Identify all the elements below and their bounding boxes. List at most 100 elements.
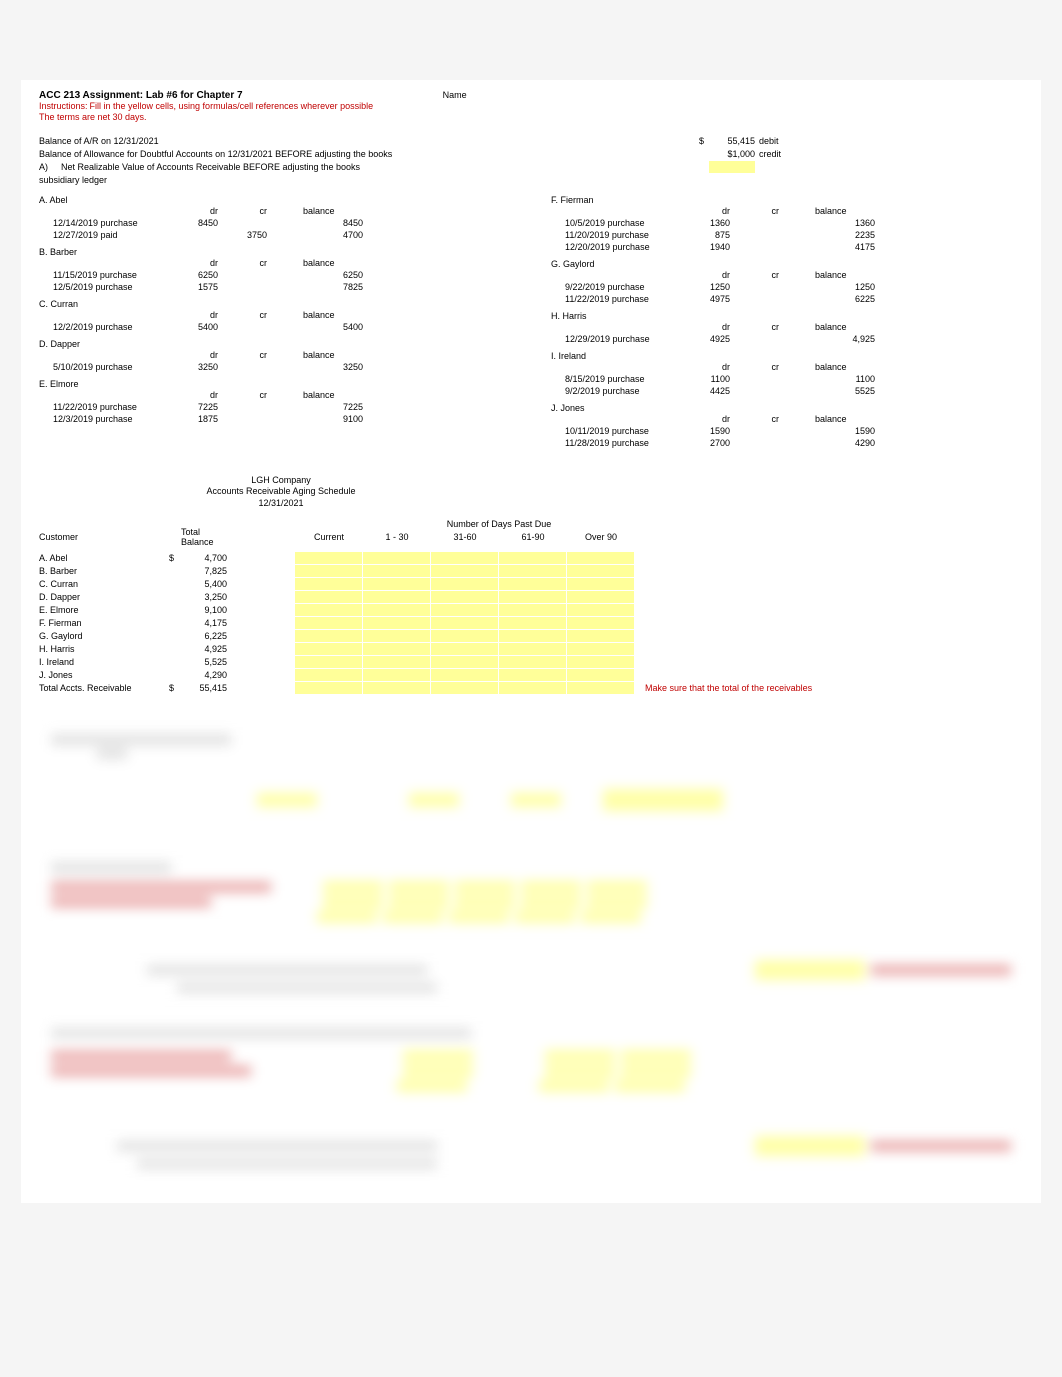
col-dr: dr xyxy=(163,258,218,268)
aging-1-30-cell[interactable] xyxy=(363,656,431,668)
tx-balance: 3250 xyxy=(303,362,363,372)
aging-1-30-cell[interactable] xyxy=(363,669,431,681)
aging-1-30-cell[interactable] xyxy=(363,617,431,629)
ar-balance-label: Balance of A/R on 12/31/2021 xyxy=(39,136,519,146)
aging-1-30-cell[interactable] xyxy=(363,630,431,642)
customer-account: J. Jonesdrcrbalance10/11/2019 purchase15… xyxy=(551,403,1023,449)
aging-31-60-cell[interactable] xyxy=(431,643,499,655)
aging-over-90-cell[interactable] xyxy=(567,669,635,681)
aging-over-90-cell[interactable] xyxy=(567,591,635,603)
aging-61-90-cell[interactable] xyxy=(499,604,567,616)
total-1-30-cell[interactable] xyxy=(363,682,431,694)
tx-debit: 1940 xyxy=(675,242,730,252)
col-61-90: 61-90 xyxy=(499,532,567,542)
aging-over-90-cell[interactable] xyxy=(567,656,635,668)
total-balance: 55,415 xyxy=(181,683,231,693)
aging-61-90-cell[interactable] xyxy=(499,643,567,655)
aging-over-90-cell[interactable] xyxy=(567,630,635,642)
aging-31-60-cell[interactable] xyxy=(431,656,499,668)
tx-balance: 5525 xyxy=(815,386,875,396)
tx-balance: 2235 xyxy=(815,230,875,240)
ledger-transaction-row: 12/20/2019 purchase19404175 xyxy=(551,241,1023,253)
ledger-transaction-row: 5/10/2019 purchase32503250 xyxy=(39,361,511,373)
tx-description: 5/10/2019 purchase xyxy=(53,362,163,372)
allowance-unit: credit xyxy=(759,149,799,159)
aging-61-90-cell[interactable] xyxy=(499,578,567,590)
nrv-input-cell[interactable] xyxy=(709,161,755,173)
col-dr: dr xyxy=(163,206,218,216)
aging-current-cell[interactable] xyxy=(295,669,363,681)
tx-description: 9/2/2019 purchase xyxy=(565,386,675,396)
aging-current-cell[interactable] xyxy=(295,643,363,655)
aging-31-60-cell[interactable] xyxy=(431,604,499,616)
aging-31-60-cell[interactable] xyxy=(431,669,499,681)
tx-balance: 6250 xyxy=(303,270,363,280)
aging-1-30-cell[interactable] xyxy=(363,552,431,564)
aging-note: Make sure that the total of the receivab… xyxy=(645,683,812,693)
aging-over-90-cell[interactable] xyxy=(567,617,635,629)
aging-31-60-cell[interactable] xyxy=(431,552,499,564)
aging-31-60-cell[interactable] xyxy=(431,578,499,590)
aging-1-30-cell[interactable] xyxy=(363,643,431,655)
aging-customer-name: I. Ireland xyxy=(39,657,169,667)
ledger-header-row: drcrbalance xyxy=(551,413,1023,425)
aging-31-60-cell[interactable] xyxy=(431,565,499,577)
tx-balance: 1100 xyxy=(815,374,875,384)
ledger-header-row: drcrbalance xyxy=(39,309,511,321)
ledger-header-row: drcrbalance xyxy=(39,257,511,269)
aging-current-cell[interactable] xyxy=(295,578,363,590)
aging-header: LGH Company Accounts Receivable Aging Sc… xyxy=(111,475,451,509)
aging-61-90-cell[interactable] xyxy=(499,617,567,629)
tx-description: 10/5/2019 purchase xyxy=(565,218,675,228)
tx-debit: 1590 xyxy=(675,426,730,436)
customer-account: E. Elmoredrcrbalance11/22/2019 purchase7… xyxy=(39,379,511,425)
total-current-cell[interactable] xyxy=(295,682,363,694)
aging-61-90-cell[interactable] xyxy=(499,565,567,577)
aging-61-90-cell[interactable] xyxy=(499,552,567,564)
aging-over-90-cell[interactable] xyxy=(567,643,635,655)
total-31-60-cell[interactable] xyxy=(431,682,499,694)
customer-name: F. Fierman xyxy=(551,195,1023,205)
customer-account: A. Abeldrcrbalance12/14/2019 purchase845… xyxy=(39,195,511,241)
aging-customer-name: J. Jones xyxy=(39,670,169,680)
aging-1-30-cell[interactable] xyxy=(363,578,431,590)
aging-31-60-cell[interactable] xyxy=(431,591,499,603)
aging-current-cell[interactable] xyxy=(295,656,363,668)
aging-61-90-cell[interactable] xyxy=(499,591,567,603)
aging-61-90-cell[interactable] xyxy=(499,669,567,681)
aging-over-90-cell[interactable] xyxy=(567,604,635,616)
tx-debit: 1360 xyxy=(675,218,730,228)
aging-over-90-cell[interactable] xyxy=(567,565,635,577)
aging-customer-name: H. Harris xyxy=(39,644,169,654)
tx-description: 10/11/2019 purchase xyxy=(565,426,675,436)
aging-1-30-cell[interactable] xyxy=(363,565,431,577)
total-61-90-cell[interactable] xyxy=(499,682,567,694)
aging-current-cell[interactable] xyxy=(295,604,363,616)
aging-1-30-cell[interactable] xyxy=(363,591,431,603)
col-cr: cr xyxy=(218,310,273,320)
aging-31-60-cell[interactable] xyxy=(431,617,499,629)
aging-current-cell[interactable] xyxy=(295,552,363,564)
aging-61-90-cell[interactable] xyxy=(499,630,567,642)
tx-description: 12/27/2019 paid xyxy=(53,230,163,240)
aging-current-cell[interactable] xyxy=(295,565,363,577)
aging-current-cell[interactable] xyxy=(295,591,363,603)
ledger-column-left: A. Abeldrcrbalance12/14/2019 purchase845… xyxy=(39,189,511,449)
customer-name: A. Abel xyxy=(39,195,511,205)
tx-description: 12/2/2019 purchase xyxy=(53,322,163,332)
ledger-header-row: drcrbalance xyxy=(551,205,1023,217)
tx-description: 11/22/2019 purchase xyxy=(565,294,675,304)
aging-over-90-cell[interactable] xyxy=(567,552,635,564)
instructions-text: Fill in the yellow cells, using formulas… xyxy=(90,101,374,111)
aging-1-30-cell[interactable] xyxy=(363,604,431,616)
dollar-sign: $ xyxy=(169,553,181,563)
aging-balance: 4,700 xyxy=(181,553,231,563)
aging-31-60-cell[interactable] xyxy=(431,630,499,642)
customer-account: D. Dapperdrcrbalance5/10/2019 purchase32… xyxy=(39,339,511,373)
aging-61-90-cell[interactable] xyxy=(499,656,567,668)
aging-current-cell[interactable] xyxy=(295,630,363,642)
total-over-90-cell[interactable] xyxy=(567,682,635,694)
tx-balance: 9100 xyxy=(303,414,363,424)
aging-over-90-cell[interactable] xyxy=(567,578,635,590)
aging-current-cell[interactable] xyxy=(295,617,363,629)
